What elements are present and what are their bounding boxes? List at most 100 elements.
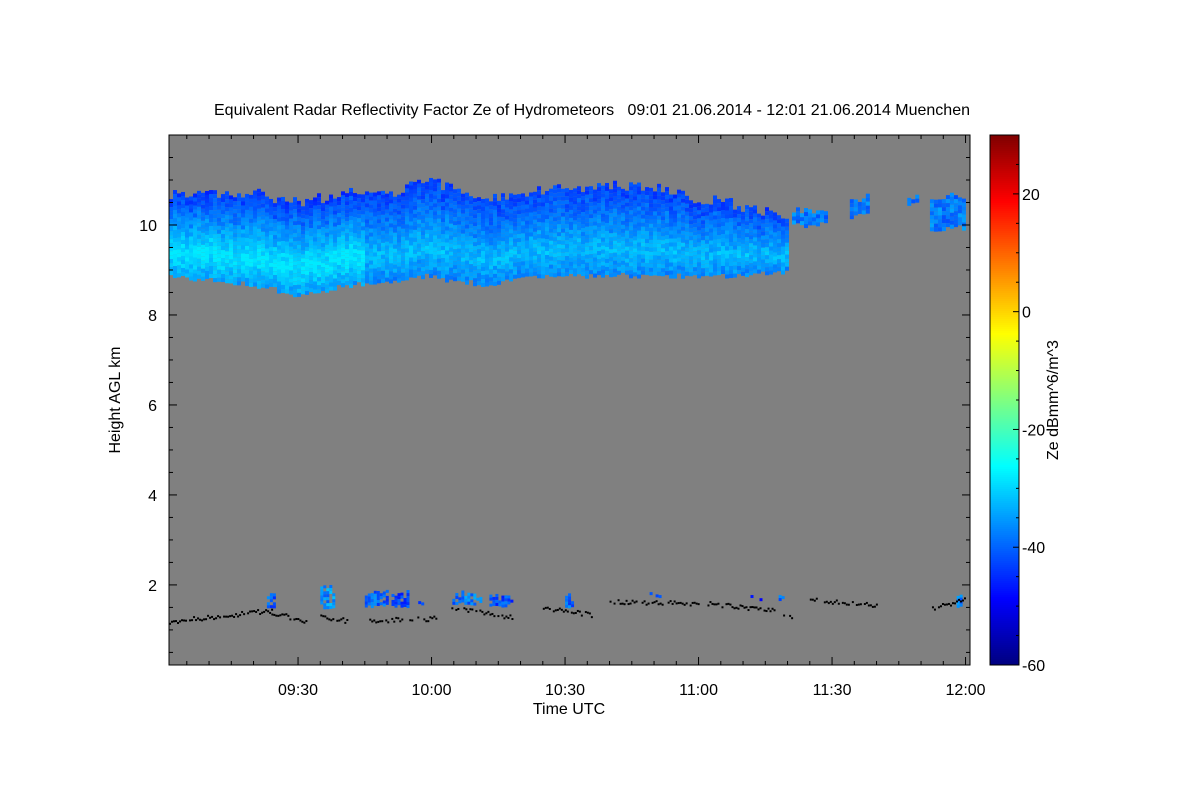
cirrus-fragment-cell	[804, 216, 808, 221]
cirrus-cell	[401, 272, 405, 277]
cirrus-fragment-cell	[937, 215, 942, 220]
cirrus-cell	[597, 203, 601, 208]
cirrus-cell	[617, 218, 621, 223]
cirrus-cell	[761, 251, 765, 256]
cloud-base-dot	[659, 602, 662, 605]
cirrus-cell	[377, 207, 381, 212]
cirrus-cell	[657, 187, 661, 192]
cirrus-cell	[557, 208, 561, 213]
cirrus-fragment-cell	[957, 221, 962, 226]
low-cloud-cell	[400, 592, 404, 596]
cloud-base-dot	[542, 607, 545, 610]
cirrus-cell	[369, 228, 373, 233]
colorbar-swatch	[990, 277, 1019, 280]
cirrus-cell	[205, 198, 209, 203]
cirrus-cell	[673, 222, 677, 227]
cirrus-cell	[529, 268, 533, 273]
cirrus-cell	[517, 266, 521, 271]
cirrus-cell	[765, 223, 769, 228]
cirrus-cell	[497, 276, 501, 281]
cirrus-cell	[501, 265, 505, 270]
colorbar-swatch	[990, 415, 1019, 418]
cirrus-cell	[725, 258, 729, 263]
cirrus-cell	[277, 205, 281, 210]
cirrus-cell	[605, 218, 609, 223]
cirrus-fragment-cell	[945, 215, 950, 220]
cirrus-cell	[385, 229, 389, 234]
cirrus-cell	[377, 267, 381, 272]
cirrus-cell	[341, 215, 345, 220]
cloud-base-dot	[501, 614, 504, 617]
cirrus-cell	[381, 206, 385, 211]
cirrus-cell	[433, 187, 437, 192]
cirrus-cell	[365, 263, 369, 268]
cirrus-cell	[549, 192, 553, 197]
cloud-base-dot	[231, 614, 234, 617]
cirrus-cell	[401, 244, 405, 249]
cloud-base-dot	[397, 617, 400, 620]
cirrus-cell	[377, 263, 381, 268]
cirrus-cell	[777, 247, 781, 252]
cirrus-cell	[281, 236, 285, 241]
cirrus-cell	[329, 206, 333, 211]
cirrus-cell	[257, 236, 261, 241]
cirrus-cell	[489, 205, 493, 210]
cirrus-cell	[665, 195, 669, 200]
cirrus-cell	[381, 210, 385, 215]
cirrus-cell	[177, 237, 181, 242]
cirrus-cell	[397, 194, 401, 199]
cirrus-cell	[213, 242, 217, 247]
colorbar-swatch	[990, 557, 1019, 560]
cirrus-cell	[449, 199, 453, 204]
cirrus-cell	[381, 278, 385, 283]
cirrus-cell	[433, 203, 437, 208]
cirrus-cell	[761, 223, 765, 228]
cirrus-fragment-cell	[937, 211, 942, 216]
cirrus-cell	[717, 199, 721, 204]
cirrus-cell	[473, 214, 477, 219]
cloud-base-dot	[865, 601, 868, 604]
cirrus-cell	[589, 266, 593, 271]
cirrus-cell	[421, 195, 425, 200]
cirrus-cell	[601, 225, 605, 230]
cirrus-cell	[309, 212, 313, 217]
colorbar-swatch	[990, 607, 1019, 610]
cirrus-cell	[361, 218, 365, 223]
colorbar-swatch	[990, 189, 1019, 192]
cirrus-cell	[297, 280, 301, 285]
cirrus-cell	[637, 266, 641, 271]
cloud-base-dot	[867, 604, 870, 607]
colorbar-swatch	[990, 271, 1019, 274]
cirrus-cell	[181, 195, 185, 200]
cirrus-cell	[341, 195, 345, 200]
cirrus-cell	[293, 237, 297, 242]
cirrus-cell	[721, 241, 725, 246]
cirrus-cell	[481, 230, 485, 235]
cirrus-cell	[309, 280, 313, 285]
cirrus-cell	[305, 250, 309, 255]
cirrus-cell	[681, 250, 685, 255]
cirrus-cell	[585, 206, 589, 211]
cirrus-cell	[221, 198, 225, 203]
cirrus-cell	[613, 264, 617, 269]
low-cloud-cell	[332, 605, 336, 609]
cirrus-cell	[217, 205, 221, 210]
cirrus-cell	[661, 208, 665, 213]
cirrus-cell	[201, 256, 205, 261]
cirrus-cell	[421, 207, 425, 212]
cirrus-cell	[253, 250, 257, 255]
colorbar-swatch	[990, 379, 1019, 382]
cirrus-cell	[773, 256, 777, 261]
cloud-base-dot	[955, 600, 958, 603]
cirrus-cell	[253, 190, 257, 195]
cirrus-cell	[205, 238, 209, 243]
colorbar-swatch	[990, 649, 1019, 652]
cirrus-fragment-cell	[941, 203, 946, 208]
cirrus-cell	[625, 194, 629, 199]
cirrus-cell	[437, 222, 441, 227]
cirrus-cell	[369, 280, 373, 285]
cirrus-cell	[281, 256, 285, 261]
cirrus-cell	[297, 236, 301, 241]
cirrus-cell	[609, 241, 613, 246]
cloud-base-dot	[211, 615, 214, 618]
